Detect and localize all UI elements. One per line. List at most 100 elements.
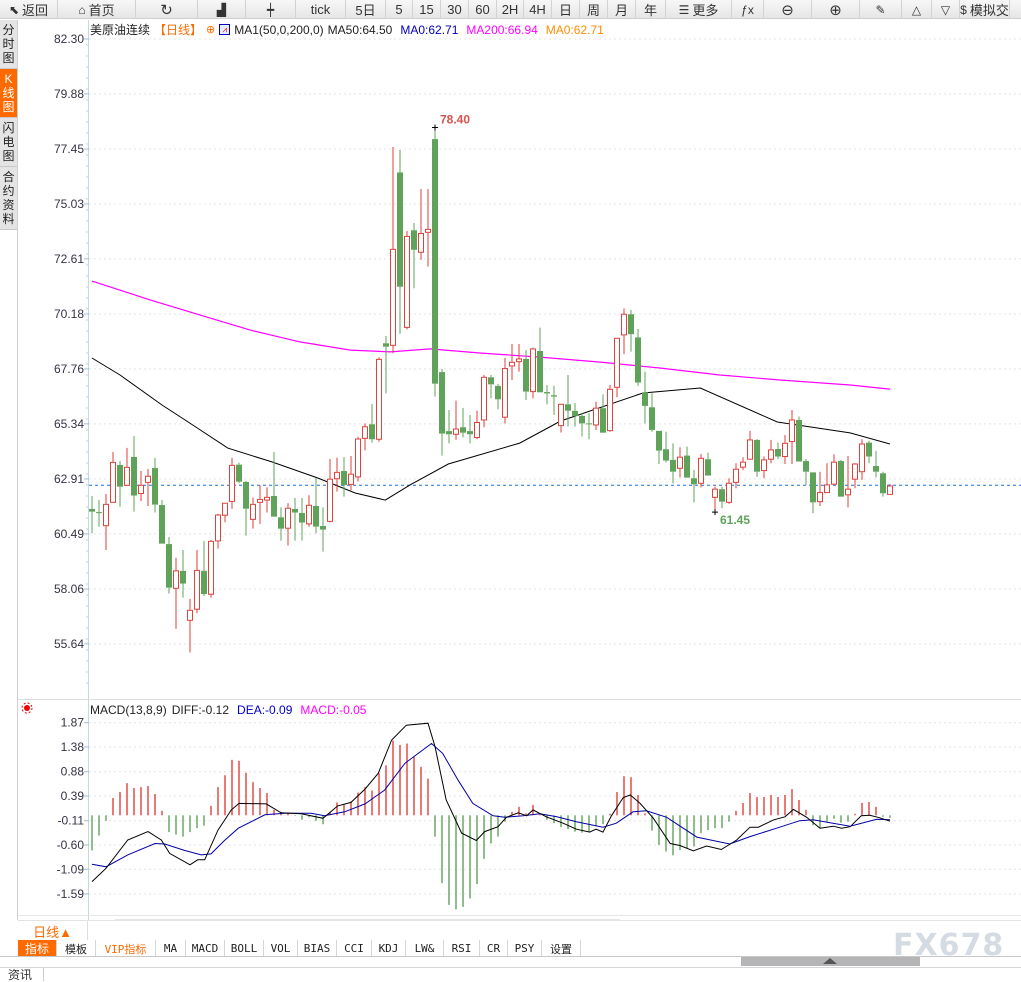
indicator-tab-vol[interactable]: VOL: [264, 940, 298, 957]
toolbar-button-5日[interactable]: 5日: [346, 0, 386, 19]
indicator-tab-模板[interactable]: 模板: [57, 940, 96, 957]
toolbar-button-zoom-in[interactable]: ⊕: [812, 0, 860, 19]
toolbar-button-bar-chart[interactable]: ▟: [198, 0, 246, 19]
candle-down: [880, 473, 886, 494]
toolbar-button-日[interactable]: 日: [552, 0, 580, 19]
divider: [17, 20, 18, 920]
candle-up: [264, 496, 270, 501]
indicator-tab-macd[interactable]: MACD: [186, 940, 225, 957]
candle-up: [768, 449, 774, 460]
candle-down: [523, 358, 529, 392]
settings-icon[interactable]: ⊕: [206, 24, 216, 36]
toolbar-button-15[interactable]: 15: [413, 0, 441, 19]
toolbar-label: 周: [586, 3, 600, 18]
candle-down: [803, 461, 809, 472]
candle-down: [460, 427, 466, 433]
indicator-tab-psy[interactable]: PSY: [508, 940, 542, 957]
candle-down: [201, 570, 207, 594]
diff-value: DIFF:-0.12: [171, 703, 230, 717]
toolbar-button-zoom-out[interactable]: ⊖: [764, 0, 812, 19]
low-price-label: 61.45: [720, 513, 750, 527]
toolbar-label: 更多: [692, 3, 719, 18]
toolbar-button-candlestick[interactable]: ┿: [246, 0, 296, 19]
indicator-tab-ma[interactable]: MA: [156, 940, 186, 957]
menu-icon: ☰: [678, 2, 690, 17]
indicator-tab-指标[interactable]: 指标: [18, 940, 57, 957]
indicator-tab-vip指标[interactable]: VIP指标: [96, 940, 156, 957]
toolbar-button-模拟交[interactable]: $ 模拟交: [960, 0, 1010, 19]
toolbar-button-30[interactable]: 30: [441, 0, 469, 19]
candle-up: [761, 459, 767, 472]
toolbar-button-年[interactable]: 年: [636, 0, 666, 19]
candle-up: [334, 471, 340, 480]
candle-down: [159, 505, 165, 544]
scrollbar-thumb[interactable]: [741, 957, 920, 966]
indicator-tab-bias[interactable]: BIAS: [298, 940, 337, 957]
candle-up: [250, 503, 256, 520]
macd-tick-label: 1.87: [61, 716, 85, 730]
candle-up: [215, 514, 221, 542]
toolbar-button-4H[interactable]: 4H: [524, 0, 552, 19]
candle-down: [117, 464, 123, 487]
triangle-down-icon: ▽: [940, 2, 951, 17]
toolbar-button-triangle-up[interactable]: △: [902, 0, 932, 19]
candle-down: [754, 439, 760, 472]
period-selector[interactable]: 日线▲: [18, 921, 88, 941]
candle-down: [551, 395, 557, 397]
indicator-tab-cr[interactable]: CR: [480, 940, 508, 957]
indicator-tab-boll[interactable]: BOLL: [225, 940, 264, 957]
indicator-tab-cci[interactable]: CCI: [337, 940, 372, 957]
price-tick-label: 65.34: [54, 417, 84, 431]
candle-down: [572, 410, 578, 416]
toolbar-button-fx[interactable]: ƒx: [732, 0, 764, 19]
view-tab-0[interactable]: 分时图: [0, 20, 17, 69]
indicator-tab-kdj[interactable]: KDJ: [372, 940, 406, 957]
candle-up: [173, 570, 179, 589]
candle-down: [600, 408, 606, 433]
price-tick-label: 58.06: [54, 582, 84, 596]
toolbar-button-5[interactable]: 5: [386, 0, 413, 19]
toolbar-button-2H[interactable]: 2H: [497, 0, 524, 19]
toolbar-label: 5日: [355, 3, 376, 18]
indicator-tab-设置[interactable]: 设置: [542, 940, 581, 957]
toolbar-button-周[interactable]: 周: [580, 0, 608, 19]
news-tab[interactable]: 资讯: [0, 968, 44, 982]
price-tick-label: 70.18: [54, 307, 84, 321]
candle-up: [845, 488, 851, 496]
candle-down: [166, 544, 172, 588]
candle-up: [516, 358, 522, 363]
candle-up: [824, 484, 830, 494]
candle-down: [320, 525, 326, 530]
toolbar-button-返回[interactable]: ⬉ 返回: [0, 0, 58, 19]
indicator-tab-lw&[interactable]: LW&: [406, 940, 444, 957]
candle-up: [831, 461, 837, 485]
candle-up: [306, 504, 312, 525]
macd-name: MACD(13,8,9): [90, 703, 167, 717]
view-tab-1[interactable]: K线图: [0, 69, 17, 118]
price-chart[interactable]: 82.30 79.88 77.45 75.03 72.61 70.18 67.76 65.34…: [0, 0, 1021, 920]
candle-up: [425, 228, 431, 233]
toolbar-label: 4H: [529, 2, 546, 17]
candle-up: [145, 475, 151, 483]
toolbar-label: 5: [395, 2, 403, 17]
toolbar-button-tick[interactable]: tick: [296, 0, 346, 19]
toolbar-button-月[interactable]: 月: [608, 0, 636, 19]
candle-up: [733, 468, 739, 483]
toolbar-button-refresh[interactable]: ↻: [136, 0, 198, 19]
toolbar-button-更多[interactable]: ☰ 更多: [666, 0, 732, 19]
toolbar-button-triangle-down[interactable]: ▽: [932, 0, 960, 19]
toolbar-button-pen[interactable]: ✎: [860, 0, 902, 19]
toolbar-button-首页[interactable]: ⌂ 首页: [58, 0, 136, 19]
candle-down: [796, 419, 802, 462]
candle-down: [495, 385, 501, 400]
indicator-tab-rsi[interactable]: RSI: [444, 940, 480, 957]
candle-up: [614, 337, 620, 388]
indicator-icon[interactable]: ⩘: [219, 24, 231, 35]
pen-icon: ✎: [875, 2, 886, 17]
toolbar-button-60[interactable]: 60: [469, 0, 497, 19]
toolbar: ⬉ 返回 ⌂ 首页 ↻ ▟ ┿ tick 5日 5 15 30 60 2H 4H 日周月年 ☰ 更多 ƒx ⊖ ⊕ ✎ △ ▽…: [0, 0, 1021, 19]
view-tab-3[interactable]: 合约资料: [0, 167, 17, 230]
candle-up: [362, 426, 368, 439]
home-icon: ⌂: [78, 2, 86, 17]
view-tab-2[interactable]: 闪电图: [0, 118, 17, 167]
